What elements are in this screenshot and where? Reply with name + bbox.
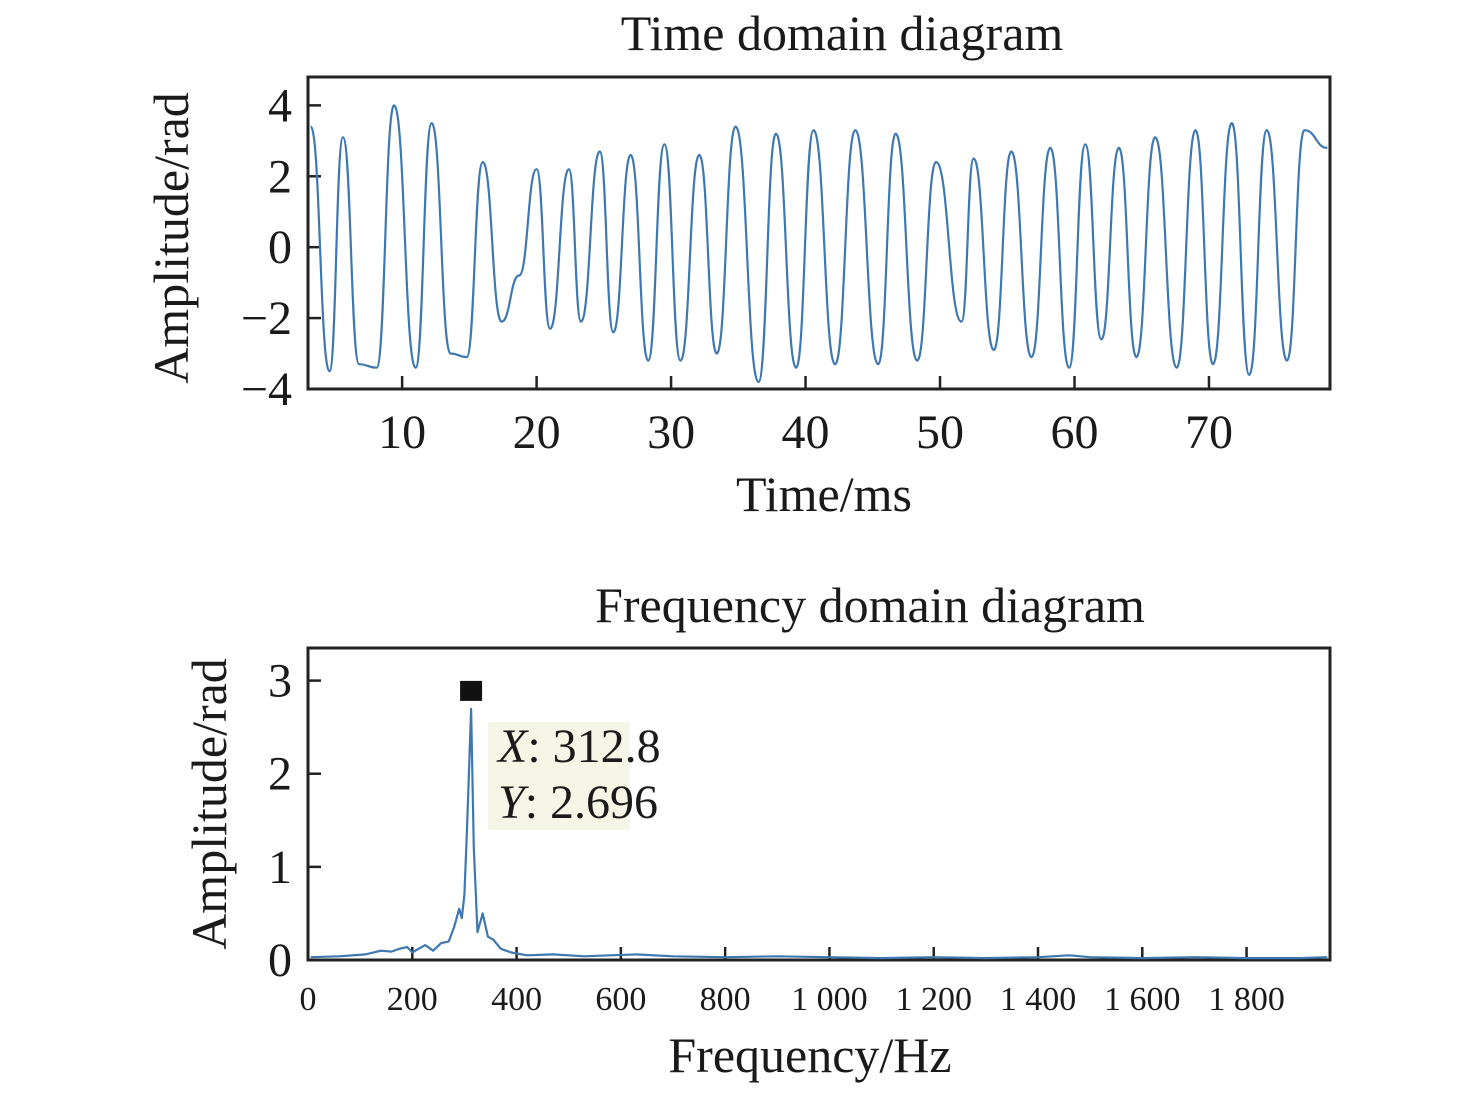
chart-title: Frequency domain diagram [595,577,1145,633]
y-axis-label: Amplitude/rad [181,658,237,950]
data-tip-x-label: X [496,720,529,773]
data-tip-y-value: : 2.696 [525,776,658,829]
data-tip-box [488,722,630,830]
data-tip-x-value: : 312.8 [527,720,660,773]
x-tick-label: 30 [647,406,695,459]
y-tick-label: 0 [268,221,292,274]
x-tick-label: 70 [1185,406,1233,459]
x-tick-label: 1 800 [1208,981,1285,1018]
x-tick-label: 0 [300,981,317,1018]
y-tick-label: −4 [241,363,292,416]
y-ticks: 0 1 2 3 [268,655,321,987]
x-tick-label: 1 600 [1104,981,1181,1018]
time-series-line [309,104,1328,383]
x-tick-label: 40 [782,406,830,459]
x-tick-label: 400 [491,981,542,1018]
x-tick-label: 600 [595,981,646,1018]
y-tick-label: −2 [241,292,292,345]
x-ticks: 10 20 30 40 50 60 70 [378,376,1233,459]
y-axis-label: Amplitude/rad [143,92,199,384]
chart-title: Time domain diagram [621,5,1064,61]
y-tick-label: 2 [268,150,292,203]
data-tip-x: X: 312.8 [496,720,661,773]
plot-frame [306,75,1332,391]
y-tick-label: 4 [268,79,292,132]
data-tip[interactable]: X: 312.8 Y: 2.696 [460,680,661,830]
x-axis-label: Time/ms [736,466,912,522]
x-ticks: 0 200 400 600 800 1 000 1 200 1 400 1 600 1 800 [300,947,1285,1018]
x-tick-label: 10 [378,406,426,459]
data-tip-y: Y: 2.696 [498,776,658,829]
plot-frame [306,646,1332,962]
y-ticks: 4 2 0 −2 −4 [241,79,321,416]
x-tick-label: 60 [1051,406,1099,459]
x-tick-label: 20 [513,406,561,459]
x-tick-label: 1 200 [895,981,972,1018]
spectrum-line [310,707,1328,960]
x-tick-label: 800 [700,981,751,1018]
y-tick-label: 2 [268,748,292,801]
time-domain-chart: Time domain diagram 420−2−4 10 20 30 40 50 60… [143,5,1332,522]
y-tick-label: 0 [268,934,292,987]
x-tick-label: 50 [916,406,964,459]
y-tick-label: 1 [268,841,292,894]
frequency-domain-chart: Frequency domain diagram 0 1 2 3 0 200 400 600… [181,577,1332,1083]
x-tick-label: 1 400 [1000,981,1077,1018]
y-tick-label: 3 [268,655,292,708]
data-tip-y-label: Y [498,776,529,829]
x-axis-label: Frequency/Hz [668,1027,951,1083]
x-tick-label: 200 [387,981,438,1018]
data-tip-marker [460,680,483,701]
x-tick-label: 1 000 [791,981,868,1018]
